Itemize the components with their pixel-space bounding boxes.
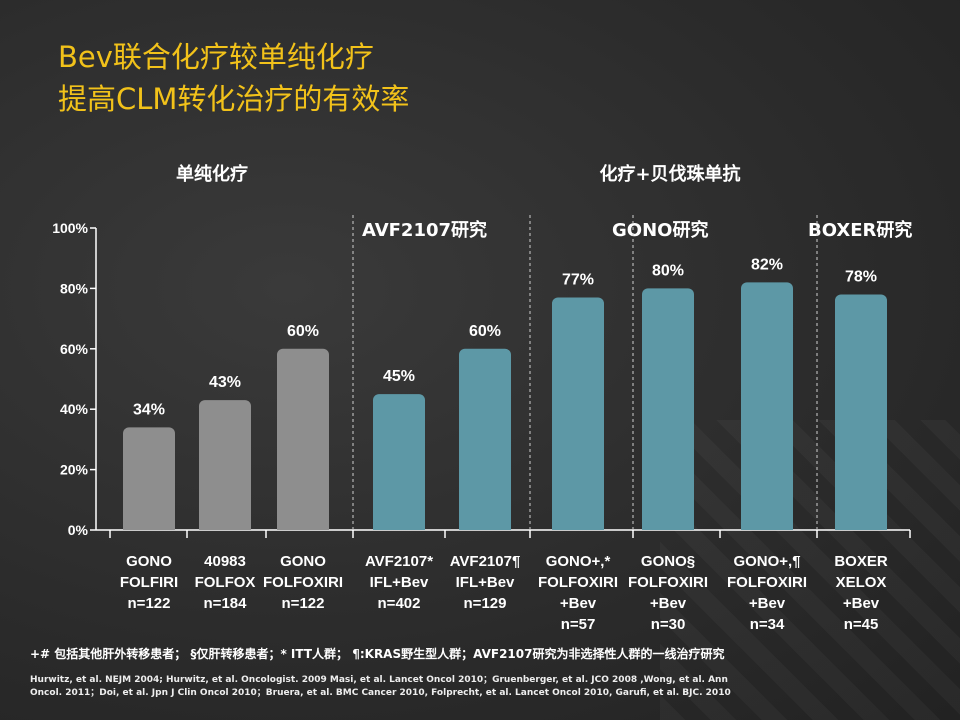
y-tick-label: 20% xyxy=(60,462,89,478)
bar-base xyxy=(199,522,251,530)
study-label-boxer: BOXER研究 xyxy=(808,220,913,241)
x-category-label: +Bev xyxy=(843,595,880,612)
bar-base xyxy=(642,522,694,530)
x-category-label: BOXER xyxy=(834,553,888,570)
x-category-label: GONO+,* xyxy=(546,553,611,570)
x-category-label: GONO xyxy=(126,553,172,570)
bar-value-label: 34% xyxy=(133,401,165,418)
bar-base xyxy=(552,522,604,530)
bar-base xyxy=(459,522,511,530)
bar xyxy=(123,427,175,530)
x-category-label: IFL+Bev xyxy=(370,574,429,591)
x-category-label: GONO+,¶ xyxy=(733,553,800,570)
bar-base xyxy=(741,522,793,530)
x-category-label: GONO xyxy=(280,553,326,570)
bar-value-label: 82% xyxy=(751,256,783,273)
bar xyxy=(373,394,425,530)
bar-value-label: 80% xyxy=(652,262,684,279)
study-label-gono: GONO研究 xyxy=(612,220,709,241)
title-line-1: Bev联合化疗较单纯化疗 xyxy=(58,40,374,74)
x-category-label: IFL+Bev xyxy=(456,574,515,591)
slide-title: Bev联合化疗较单纯化疗 提高CLM转化治疗的有效率 xyxy=(58,36,409,120)
y-tick-label: 80% xyxy=(60,280,89,296)
bar xyxy=(835,294,887,530)
bar xyxy=(741,282,793,530)
corner-pattern xyxy=(660,420,960,720)
x-category-label: AVF2107* xyxy=(365,553,433,570)
x-category-label: n=122 xyxy=(128,595,171,612)
x-category-label: +Bev xyxy=(650,595,687,612)
group-label-chemo-only: 单纯化疗 xyxy=(176,164,248,185)
study-label-avf2107: AVF2107研究 xyxy=(362,220,488,241)
x-category-label: n=129 xyxy=(464,595,507,612)
y-tick-label: 60% xyxy=(60,341,89,357)
bar-value-label: 60% xyxy=(287,323,319,340)
bar-base xyxy=(835,522,887,530)
references: Hurwitz, et al. NEJM 2004; Hurwitz, et a… xyxy=(30,675,731,698)
x-category-label: FOLFIRI xyxy=(120,574,178,591)
x-category-label: +Bev xyxy=(749,595,786,612)
x-category-label: FOLFOXIRI xyxy=(628,574,708,591)
bar-base xyxy=(123,522,175,530)
x-category-label: n=34 xyxy=(750,616,785,633)
bar-value-label: 60% xyxy=(469,323,501,340)
x-category-label: n=122 xyxy=(282,595,325,612)
x-category-label: GONO§ xyxy=(641,553,695,570)
bar-base xyxy=(277,522,329,530)
x-category-label: FOLFOXIRI xyxy=(538,574,618,591)
bar-value-label: 43% xyxy=(209,374,241,391)
bar xyxy=(459,348,511,530)
x-category-label: n=184 xyxy=(204,595,248,612)
bar-value-label: 78% xyxy=(845,268,877,285)
footnote: +# 包括其他肝外转移患者； §仅肝转移患者；* ITT人群； ¶:KRAS野生… xyxy=(30,647,725,661)
bar-value-label: 45% xyxy=(383,368,415,385)
bar xyxy=(199,400,251,530)
x-category-label: n=57 xyxy=(561,616,596,633)
x-category-label: FOLFOX xyxy=(195,574,256,591)
y-tick-label: 100% xyxy=(52,220,88,236)
x-category-label: +Bev xyxy=(560,595,597,612)
x-category-label: n=402 xyxy=(378,595,421,612)
bar-value-label: 77% xyxy=(562,271,594,288)
x-category-label: 40983 xyxy=(204,553,246,570)
bar-base xyxy=(373,522,425,530)
bar xyxy=(277,348,329,530)
x-category-label: n=30 xyxy=(651,616,686,633)
title-line-2: 提高CLM转化治疗的有效率 xyxy=(58,82,410,116)
x-category-label: AVF2107¶ xyxy=(450,553,521,570)
group-label-chemo-bev: 化疗+贝伐珠单抗 xyxy=(599,164,741,185)
y-tick-label: 0% xyxy=(68,522,89,538)
x-category-label: FOLFOXIRI xyxy=(263,574,343,591)
x-category-label: n=45 xyxy=(844,616,879,633)
y-tick-label: 40% xyxy=(60,401,89,417)
bar xyxy=(552,297,604,530)
x-category-label: XELOX xyxy=(836,574,887,591)
x-category-label: FOLFOXIRI xyxy=(727,574,807,591)
bar xyxy=(642,288,694,530)
